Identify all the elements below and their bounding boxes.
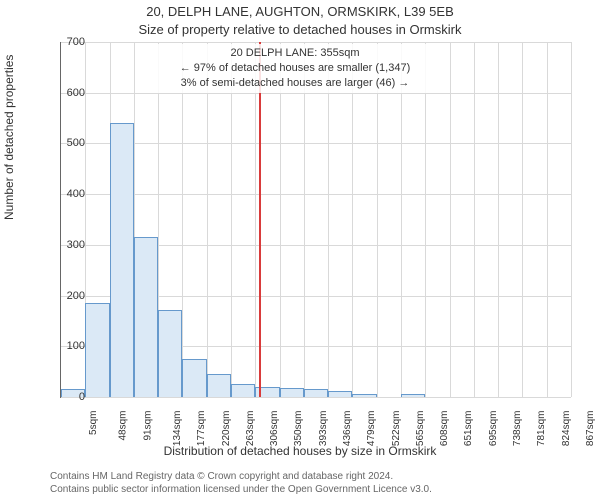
x-tick-label: 220sqm <box>221 411 232 447</box>
grid-line-v <box>498 42 499 397</box>
annotation-line3: 3% of semi-detached houses are larger (4… <box>145 76 445 91</box>
y-tick-label: 0 <box>79 391 85 403</box>
histogram-bar <box>158 310 182 397</box>
y-tick-label: 100 <box>67 340 85 352</box>
x-tick-label: 263sqm <box>245 411 256 447</box>
footer-attribution: Contains HM Land Registry data © Crown c… <box>50 470 432 496</box>
grid-line-v <box>328 42 329 397</box>
x-tick-label: 824sqm <box>561 411 572 447</box>
x-tick-label: 738sqm <box>512 411 523 447</box>
grid-line-v <box>352 42 353 397</box>
annotation-box: 20 DELPH LANE: 355sqm ← 97% of detached … <box>141 44 449 93</box>
subtitle: Size of property relative to detached ho… <box>0 22 600 37</box>
grid-line-v <box>401 42 402 397</box>
x-tick-label: 134sqm <box>172 411 183 447</box>
grid-line-h <box>61 143 571 144</box>
y-tick-label: 200 <box>67 290 85 302</box>
annotation-line2: ← 97% of detached houses are smaller (1,… <box>145 61 445 76</box>
x-tick-label: 479sqm <box>366 411 377 447</box>
grid-line-v <box>280 42 281 397</box>
grid-line-v <box>377 42 378 397</box>
plot-area: 20 DELPH LANE: 355sqm ← 97% of detached … <box>60 42 571 398</box>
grid-line-v <box>474 42 475 397</box>
y-tick-label: 300 <box>67 239 85 251</box>
footer-line2: Contains public sector information licen… <box>50 483 432 496</box>
grid-line-h <box>61 42 571 43</box>
grid-line-h <box>61 397 571 398</box>
histogram-bar <box>182 359 206 397</box>
annotation-line1: 20 DELPH LANE: 355sqm <box>145 46 445 61</box>
grid-line-v <box>255 42 256 397</box>
chart-container: 20, DELPH LANE, AUGHTON, ORMSKIRK, L39 5… <box>0 0 600 500</box>
grid-line-v <box>522 42 523 397</box>
x-tick-label: 867sqm <box>585 411 596 447</box>
x-tick-label: 522sqm <box>391 411 402 447</box>
histogram-bar <box>304 389 328 397</box>
x-tick-label: 306sqm <box>269 411 280 447</box>
histogram-bar <box>134 237 158 397</box>
x-tick-label: 91sqm <box>142 411 153 441</box>
grid-line-v <box>182 42 183 397</box>
histogram-bar <box>280 388 304 397</box>
x-tick-label: 48sqm <box>118 411 129 441</box>
x-tick-label: 350sqm <box>294 411 305 447</box>
y-axis-label: Number of detached properties <box>2 55 16 220</box>
y-tick-label: 700 <box>67 36 85 48</box>
x-tick-label: 781sqm <box>536 411 547 447</box>
x-tick-label: 695sqm <box>488 411 499 447</box>
histogram-bar <box>401 394 425 397</box>
address-title: 20, DELPH LANE, AUGHTON, ORMSKIRK, L39 5… <box>0 4 600 19</box>
grid-line-h <box>61 194 571 195</box>
x-tick-label: 565sqm <box>415 411 426 447</box>
grid-line-v <box>547 42 548 397</box>
histogram-bar <box>328 391 352 397</box>
footer-line1: Contains HM Land Registry data © Crown c… <box>50 470 432 483</box>
x-tick-label: 177sqm <box>196 411 207 447</box>
grid-line-v <box>304 42 305 397</box>
grid-line-v <box>425 42 426 397</box>
grid-line-v <box>450 42 451 397</box>
grid-line-v <box>571 42 572 397</box>
x-tick-label: 436sqm <box>342 411 353 447</box>
grid-line-h <box>61 93 571 94</box>
histogram-bar <box>231 384 255 397</box>
marker-line <box>259 42 261 397</box>
grid-line-v <box>207 42 208 397</box>
x-tick-label: 5sqm <box>88 411 99 435</box>
y-tick-label: 600 <box>67 87 85 99</box>
histogram-bar <box>110 123 134 397</box>
x-axis-label: Distribution of detached houses by size … <box>0 444 600 458</box>
histogram-bar <box>352 394 376 397</box>
x-tick-label: 608sqm <box>439 411 450 447</box>
y-tick-label: 500 <box>67 137 85 149</box>
grid-line-v <box>231 42 232 397</box>
x-tick-label: 393sqm <box>318 411 329 447</box>
histogram-bar <box>85 303 109 397</box>
x-tick-label: 651sqm <box>464 411 475 447</box>
y-tick-label: 400 <box>67 188 85 200</box>
histogram-bar <box>207 374 231 397</box>
